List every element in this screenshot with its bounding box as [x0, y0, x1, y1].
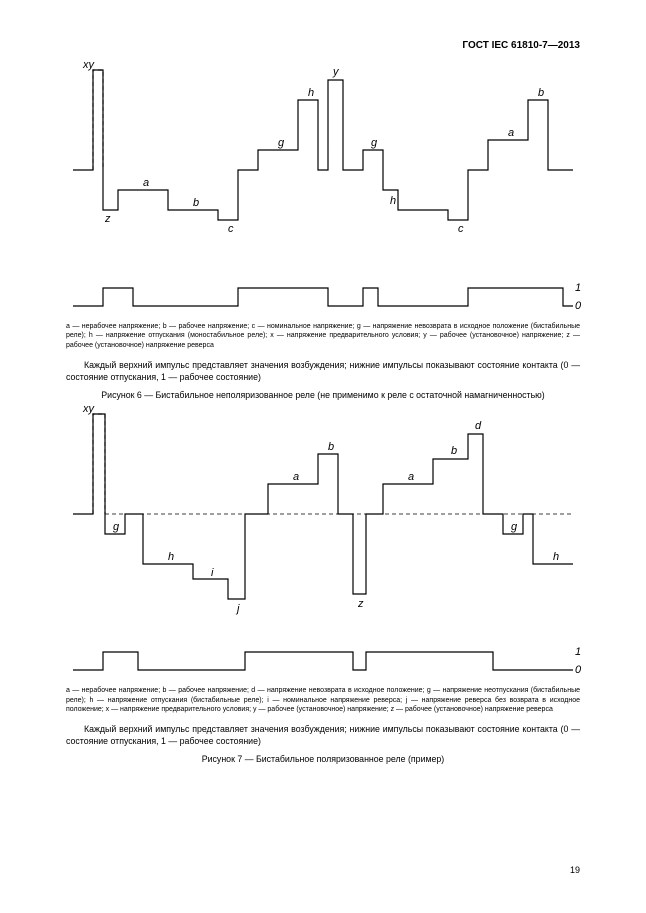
- svg-text:b: b: [328, 441, 334, 453]
- page-number: 19: [570, 865, 580, 875]
- svg-text:g: g: [113, 521, 120, 533]
- svg-text:z: z: [104, 213, 111, 225]
- svg-text:a: a: [408, 471, 414, 483]
- figure7-body: Каждый верхний импульс представляет знач…: [0, 724, 646, 748]
- svg-text:i: i: [211, 567, 214, 579]
- svg-text:1: 1: [575, 282, 581, 294]
- figure6-state-chart: 10: [0, 276, 646, 316]
- figure6-main-chart: xy z a b c g h y g h c a b: [0, 60, 646, 270]
- figure6-body: Каждый верхний импульс представляет знач…: [0, 360, 646, 384]
- svg-text:j: j: [235, 603, 240, 615]
- svg-text:a: a: [508, 127, 514, 139]
- figure6-caption: Рисунок 6 — Бистабильное неполяризованно…: [0, 390, 646, 400]
- svg-text:0: 0: [575, 664, 582, 676]
- document-page: ГОСТ IEC 61810-7—2013 xyzabcghyghcab 10 …: [0, 0, 646, 913]
- svg-text:0: 0: [575, 300, 582, 312]
- svg-text:a: a: [293, 471, 299, 483]
- svg-text:h: h: [553, 551, 559, 563]
- svg-text:a: a: [143, 177, 149, 189]
- figure7-state-chart: 10: [0, 640, 646, 680]
- svg-text:b: b: [193, 197, 199, 209]
- figure6-legend: a — нерабочее напряжение; b — рабочее на…: [0, 322, 646, 350]
- figure7-caption: Рисунок 7 — Бистабильное поляризованное …: [0, 754, 646, 764]
- svg-text:y: y: [332, 66, 340, 78]
- svg-text:c: c: [458, 223, 464, 235]
- svg-text:xy: xy: [82, 404, 96, 415]
- document-header: ГОСТ IEC 61810-7—2013: [462, 40, 580, 51]
- svg-text:b: b: [538, 87, 544, 99]
- svg-text:g: g: [371, 137, 378, 149]
- svg-text:xy: xy: [82, 60, 96, 71]
- svg-text:h: h: [168, 551, 174, 563]
- figure7-main-chart: xy g h i j a b z a b d g h: [0, 404, 646, 634]
- svg-text:c: c: [228, 223, 234, 235]
- svg-text:1: 1: [575, 646, 581, 658]
- svg-text:g: g: [511, 521, 518, 533]
- figure7-legend: a — нерабочее напряжение; b — рабочее на…: [0, 686, 646, 714]
- svg-text:b: b: [451, 445, 457, 457]
- svg-text:h: h: [390, 195, 396, 207]
- svg-text:z: z: [357, 598, 364, 610]
- svg-text:g: g: [278, 137, 285, 149]
- svg-text:h: h: [308, 87, 314, 99]
- svg-text:d: d: [475, 420, 482, 432]
